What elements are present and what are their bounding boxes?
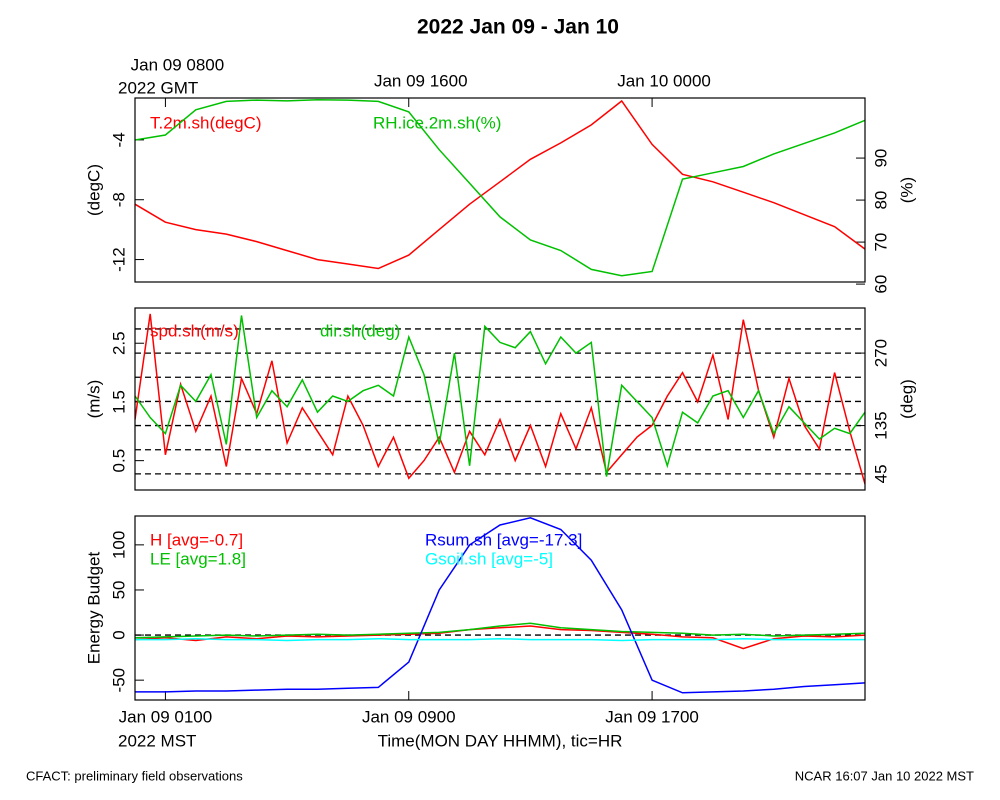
x-note: 2022 MST — [118, 731, 196, 750]
y2-tick-label: 135 — [871, 411, 890, 439]
y2-tick-label: 70 — [871, 233, 890, 252]
footer-right: NCAR 16:07 Jan 10 2022 MST — [795, 768, 974, 783]
legend-label: T.2m.sh(degC) — [150, 113, 261, 132]
y-tick-label: -50 — [109, 668, 128, 693]
x-tick-label: Jan 09 0900 — [362, 707, 456, 726]
y2-tick-label: 80 — [871, 191, 890, 210]
x-axis-label: Time(MON DAY HHMM), tic=HR — [378, 731, 623, 750]
y2-axis-label: (deg) — [897, 379, 916, 419]
legend-label: Rsum.sh [avg=-17.3] — [425, 530, 582, 549]
y2-axis-label: (%) — [897, 177, 916, 203]
y2-tick-label: 270 — [871, 339, 890, 367]
series-line — [135, 625, 865, 650]
series-line — [135, 637, 865, 642]
series-line — [135, 622, 865, 639]
y-tick-label: 100 — [109, 531, 128, 559]
legend-label: spd.sh(m/s) — [150, 321, 239, 340]
series-line — [135, 99, 865, 270]
y-tick-label: 0.5 — [109, 449, 128, 473]
series-line — [135, 517, 865, 694]
x-tick-label: Jan 09 0100 — [119, 707, 213, 726]
plot-frame — [134, 97, 866, 283]
footer-left: CFACT: preliminary field observations — [26, 768, 243, 783]
plot-frame — [134, 515, 866, 701]
y-axis-label: Energy Budget — [84, 551, 103, 664]
legend-label: H [avg=-0.7] — [150, 530, 243, 549]
y-tick-label: 0 — [109, 630, 128, 639]
y-axis-label: (degC) — [84, 164, 103, 216]
x2-note: 2022 GMT — [118, 78, 198, 97]
legend-label: LE [avg=1.8] — [150, 549, 246, 568]
page-title: 2022 Jan 09 - Jan 10 — [417, 16, 619, 39]
y2-tick-label: 60 — [871, 275, 890, 294]
y-tick-label: 2.5 — [109, 331, 128, 355]
series-line — [135, 98, 865, 277]
y-axis-label: (m/s) — [84, 380, 103, 419]
legend-label: dir.sh(deg) — [320, 321, 400, 340]
y-tick-label: 1.5 — [109, 390, 128, 414]
legend-label: RH.ice.2m.sh(%) — [373, 113, 501, 132]
x2-tick-label: Jan 09 0800 — [131, 55, 225, 74]
x-tick-label: Jan 09 1700 — [605, 707, 699, 726]
y2-tick-label: 45 — [871, 464, 890, 483]
y-tick-label: -12 — [109, 247, 128, 272]
legend-label: Gsoil.sh [avg=-5] — [425, 549, 553, 568]
plot-frame — [134, 307, 866, 491]
y2-tick-label: 90 — [871, 149, 890, 168]
x2-tick-label: Jan 09 1600 — [374, 71, 468, 90]
y-tick-label: -4 — [109, 132, 128, 147]
y-tick-label: -8 — [109, 192, 128, 207]
series-line — [135, 315, 865, 477]
y-tick-label: 50 — [109, 580, 128, 599]
x2-tick-label: Jan 10 0000 — [617, 71, 711, 90]
